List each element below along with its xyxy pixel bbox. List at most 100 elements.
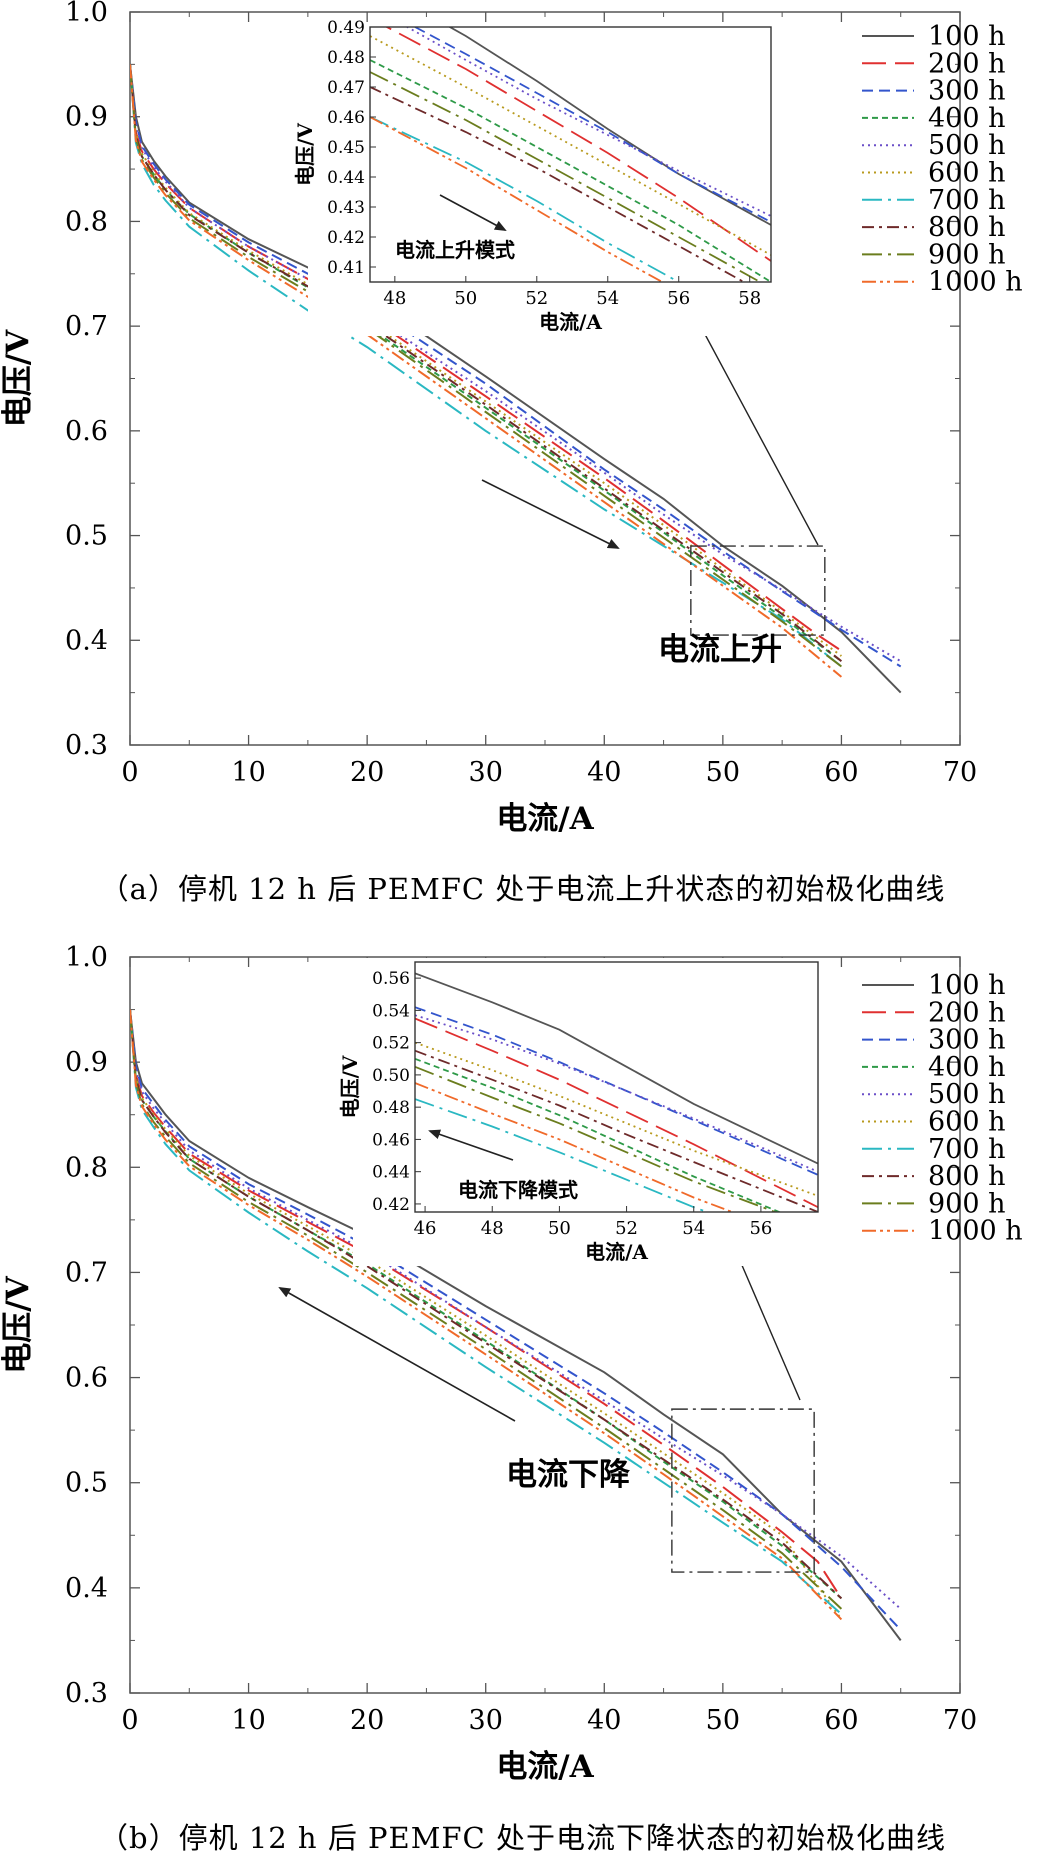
x-tick-label: 20 <box>350 757 384 788</box>
series-line-1000h <box>130 64 843 678</box>
zoom-connector <box>699 324 819 546</box>
x-tick-label: 40 <box>587 1705 621 1736</box>
series-group <box>130 1009 902 1642</box>
inset-y-tick-label: 0.45 <box>327 138 365 158</box>
inset-series-line-200h <box>415 1017 818 1209</box>
x-tick-label: 50 <box>706 757 740 788</box>
y-tick-label: 0.6 <box>65 1363 108 1394</box>
y-tick-label: 0.3 <box>65 730 108 761</box>
inset-y-tick-label: 0.41 <box>327 258 365 278</box>
legend-label: 200 h <box>928 997 1006 1028</box>
x-tick-label: 60 <box>824 757 858 788</box>
y-tick-label: 0.9 <box>65 102 108 133</box>
inset-series-line-1000h <box>370 116 665 282</box>
inset-x-axis-label: 电流/A <box>539 310 602 334</box>
direction-arrow <box>481 479 620 549</box>
caption-b: （b）停机 12 h 后 PEMFC 处于电流下降状态的初始极化曲线 <box>99 1821 946 1855</box>
inset-frame <box>369 26 772 283</box>
legend-label: 800 h <box>928 1161 1006 1192</box>
legend-label: 300 h <box>928 76 1006 107</box>
inset-y-tick-label: 0.44 <box>327 168 365 188</box>
x-tick-label: 40 <box>587 757 621 788</box>
inset-series-line-600h <box>370 35 771 256</box>
y-tick-label: 0.8 <box>65 1152 108 1183</box>
inset-y-tick-label: 0.42 <box>372 1195 410 1215</box>
inset-y-axis-label: 电压/V <box>293 123 317 186</box>
legend-label: 100 h <box>928 21 1006 52</box>
y-tick-label: 0.5 <box>65 1468 108 1499</box>
legend-label: 400 h <box>928 103 1006 134</box>
x-axis-label: 电流/A <box>496 1749 594 1785</box>
inset-y-tick-label: 0.46 <box>372 1130 410 1150</box>
inset-x-tick-label: 58 <box>738 288 761 309</box>
y-tick-label: 0.8 <box>65 206 108 237</box>
inset-series-line-1000h <box>415 1082 735 1212</box>
legend-label: 700 h <box>928 1134 1006 1165</box>
legend-label: 1000 h <box>928 267 1023 298</box>
x-tick-label: 10 <box>231 757 265 788</box>
inset-series-line-100h <box>415 972 818 1165</box>
chart-a: 0 10 20 30 40 50 60 70 0.3 0.4 0.5 0.6 0.7 0.8 0.9 1.0 电… <box>0 0 1023 837</box>
x-tick-label: 0 <box>121 757 138 788</box>
legend-label: 400 h <box>928 1052 1006 1083</box>
inset-b: 46 48 50 52 54 56 0.42 0.44 0.46 0.48 0.50 0.52 0.54… <box>338 958 822 1266</box>
y-tick-label: 0.4 <box>65 625 108 656</box>
inset-y-tick-label: 0.48 <box>327 48 365 68</box>
chart-b: 0 10 20 30 40 50 60 70 0.3 0.4 0.5 0.6 0.7 0.8 0.9 1.0 电… <box>0 942 1023 1785</box>
inset-a: 48 50 52 54 56 58 0.41 0.42 0.43 0.44 0.45 0.46 0.47… <box>293 18 775 336</box>
inset-x-tick-label: 56 <box>667 288 690 309</box>
y-tick-label: 0.4 <box>65 1573 108 1604</box>
legend-label: 900 h <box>928 239 1006 270</box>
legend-label: 700 h <box>928 185 1006 216</box>
inset-x-tick-label: 50 <box>454 288 477 309</box>
direction-annotation: 电流下降 <box>506 1457 631 1493</box>
series-line-700h <box>130 64 843 668</box>
series-line-1000h <box>130 1009 843 1621</box>
inset-series-line-300h <box>413 27 771 223</box>
series-line-300h <box>130 1009 902 1631</box>
series-line-100h <box>130 1009 902 1642</box>
inset-x-tick-label: 52 <box>525 288 548 309</box>
inset-y-tick-label: 0.49 <box>327 18 365 38</box>
inset-series-line-500h <box>415 1014 818 1173</box>
inset-y-tick-label: 0.42 <box>327 228 365 248</box>
y-tick-label: 0.7 <box>65 311 108 342</box>
inset-y-tick-label: 0.52 <box>372 1034 410 1054</box>
inset-series-line-700h <box>415 1098 710 1212</box>
inset-x-tick-label: 54 <box>682 1218 705 1239</box>
legend-label: 100 h <box>928 970 1006 1001</box>
x-tick-label: 70 <box>943 1705 977 1736</box>
inset-series-line-200h <box>384 27 771 262</box>
inset-y-tick-label: 0.46 <box>327 108 365 128</box>
series-line-800h <box>130 64 843 662</box>
inset-series-line-700h <box>370 116 681 282</box>
legend-label: 1000 h <box>928 1216 1023 1247</box>
inset-y-tick-label: 0.43 <box>327 198 365 218</box>
inset-x-tick-label: 48 <box>481 1218 504 1239</box>
inset-direction-arrow <box>439 194 507 231</box>
y-tick-label: 0.5 <box>65 521 108 552</box>
inset-series-line-900h <box>415 1065 778 1212</box>
inset-series-line-900h <box>370 71 763 282</box>
y-tick-label: 0.9 <box>65 1047 108 1078</box>
inset-series-group <box>415 972 818 1212</box>
inset-background <box>353 958 822 1266</box>
y-axis-label: 电压/V <box>0 1275 36 1373</box>
caption-a: （a）停机 12 h 后 PEMFC 处于电流上升状态的初始极化曲线 <box>99 872 946 906</box>
inset-x-tick-label: 56 <box>749 1218 772 1239</box>
legend-label: 500 h <box>928 130 1006 161</box>
inset-background <box>308 23 775 336</box>
inset-series-line-500h <box>405 27 771 217</box>
inset-y-tick-label: 0.56 <box>372 969 410 989</box>
inset-x-tick-label: 52 <box>615 1218 638 1239</box>
inset-direction-arrow <box>428 1129 514 1161</box>
zoom-box <box>690 545 826 636</box>
y-tick-label: 0.7 <box>65 1257 108 1288</box>
legend-label: 600 h <box>928 158 1006 189</box>
inset-frame <box>414 961 819 1213</box>
x-tick-label: 70 <box>943 757 977 788</box>
y-tick-label: 0.3 <box>65 1678 108 1709</box>
x-tick-label: 60 <box>824 1705 858 1736</box>
inset-y-tick-label: 0.44 <box>372 1163 410 1183</box>
